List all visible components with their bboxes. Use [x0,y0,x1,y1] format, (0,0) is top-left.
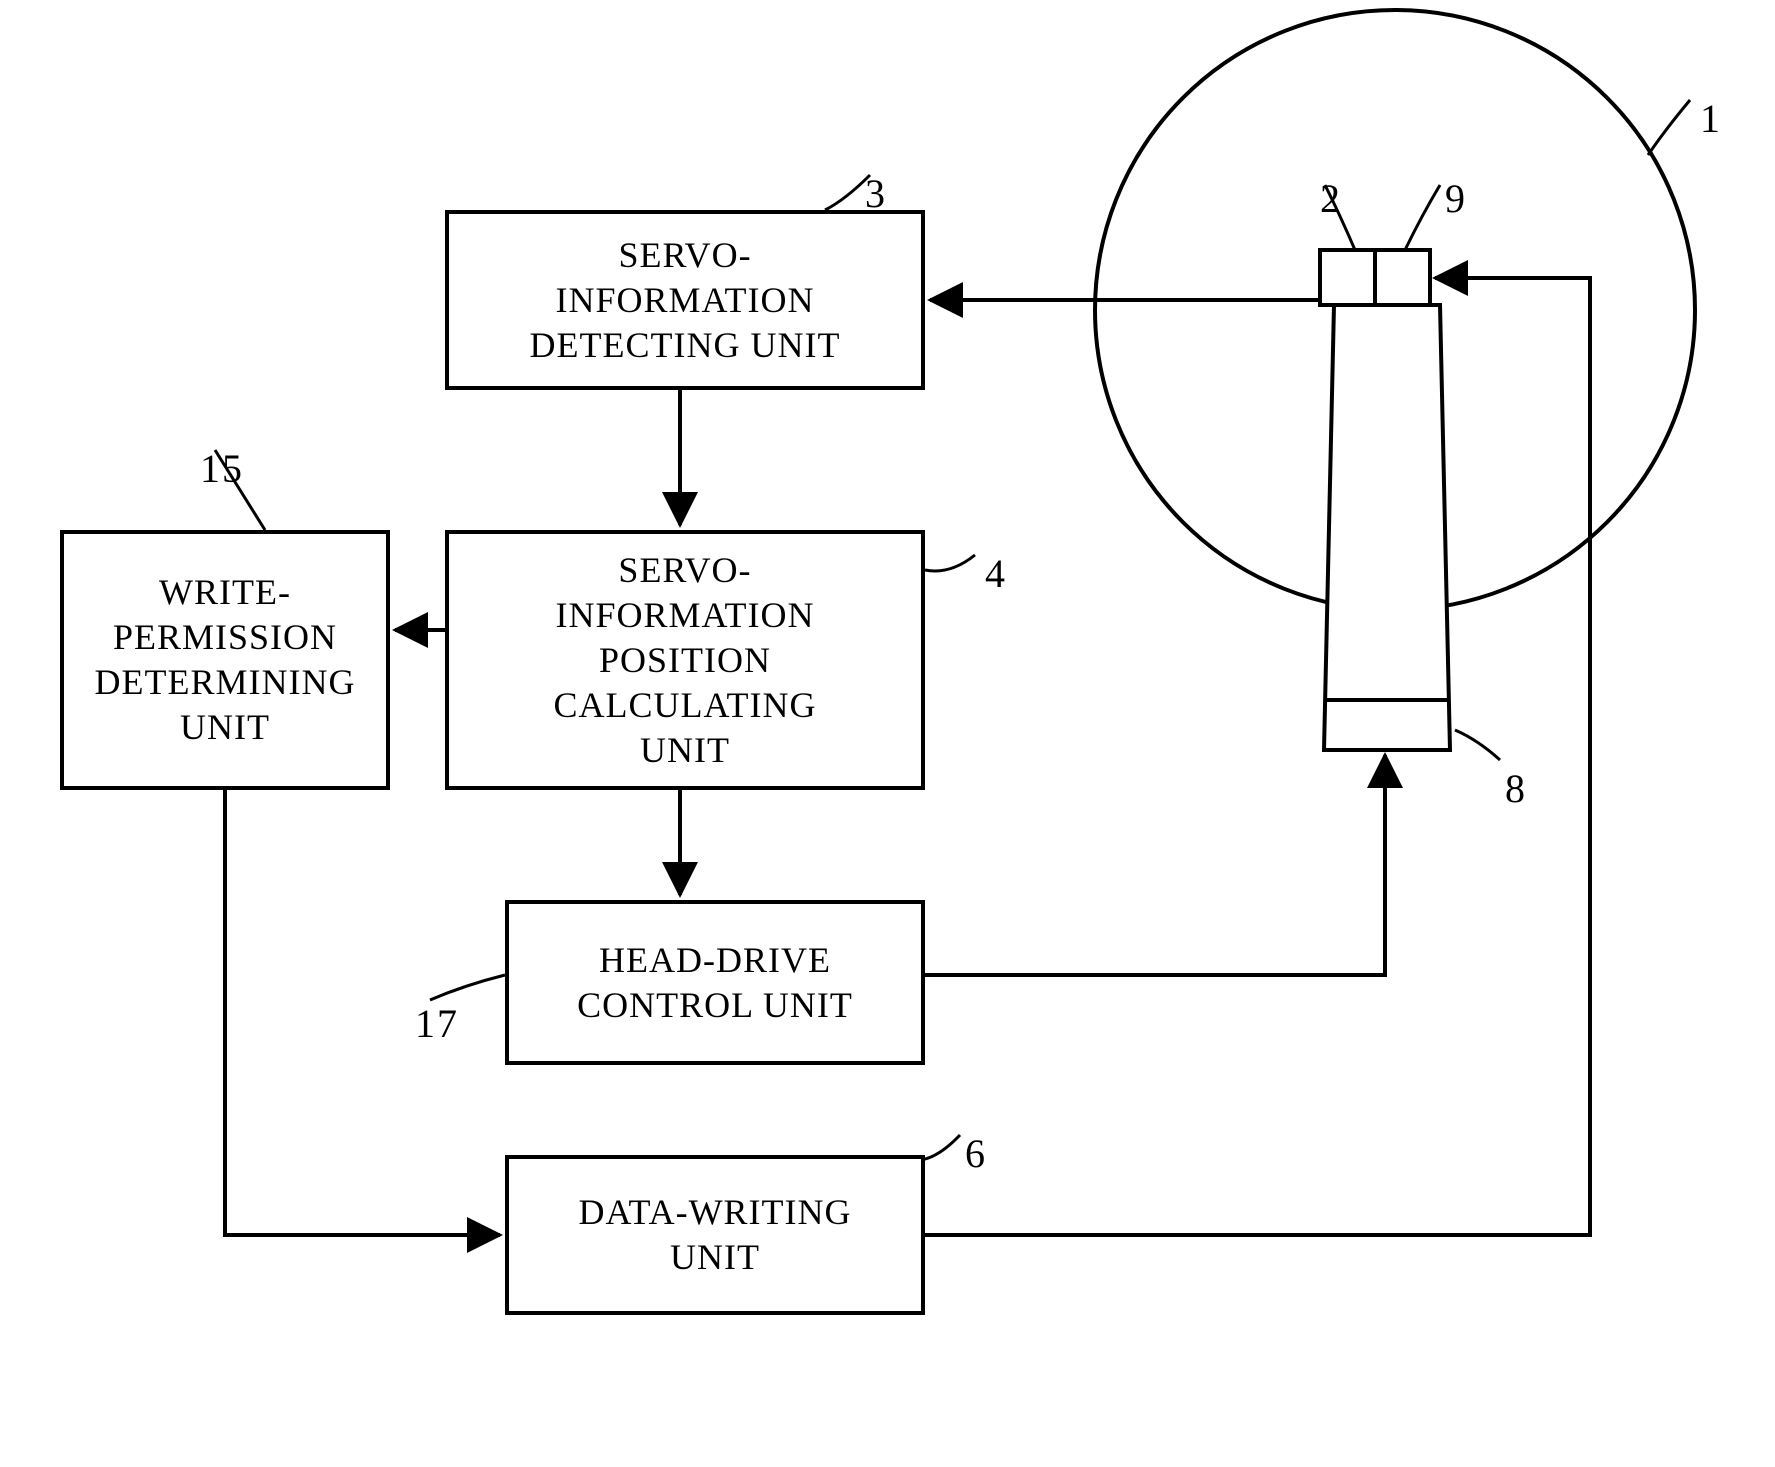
ref-label-17: 17 [415,1000,459,1047]
box-label: SERVO-INFORMATIONPOSITIONCALCULATINGUNIT [554,548,817,773]
data-writing-unit: DATA-WRITINGUNIT [505,1155,925,1315]
write-permission-determining-unit: WRITE-PERMISSIONDETERMININGUNIT [60,530,390,790]
ref-label-6: 6 [965,1130,987,1177]
servo-information-position-calculating-unit: SERVO-INFORMATIONPOSITIONCALCULATINGUNIT [445,530,925,790]
ref-label-2: 2 [1320,175,1342,222]
box-label: HEAD-DRIVECONTROL UNIT [577,938,853,1028]
servo-information-detecting-unit: SERVO-INFORMATIONDETECTING UNIT [445,210,925,390]
ref-label-1: 1 [1700,95,1722,142]
head-drive-control-unit: HEAD-DRIVECONTROL UNIT [505,900,925,1065]
ref-label-8: 8 [1505,765,1527,812]
box-label: WRITE-PERMISSIONDETERMININGUNIT [95,570,356,750]
box-label: DATA-WRITINGUNIT [578,1190,851,1280]
box-label: SERVO-INFORMATIONDETECTING UNIT [530,233,841,368]
ref-label-15: 15 [200,445,244,492]
ref-label-4: 4 [985,550,1007,597]
ref-label-3: 3 [865,170,887,217]
ref-label-9: 9 [1445,175,1467,222]
